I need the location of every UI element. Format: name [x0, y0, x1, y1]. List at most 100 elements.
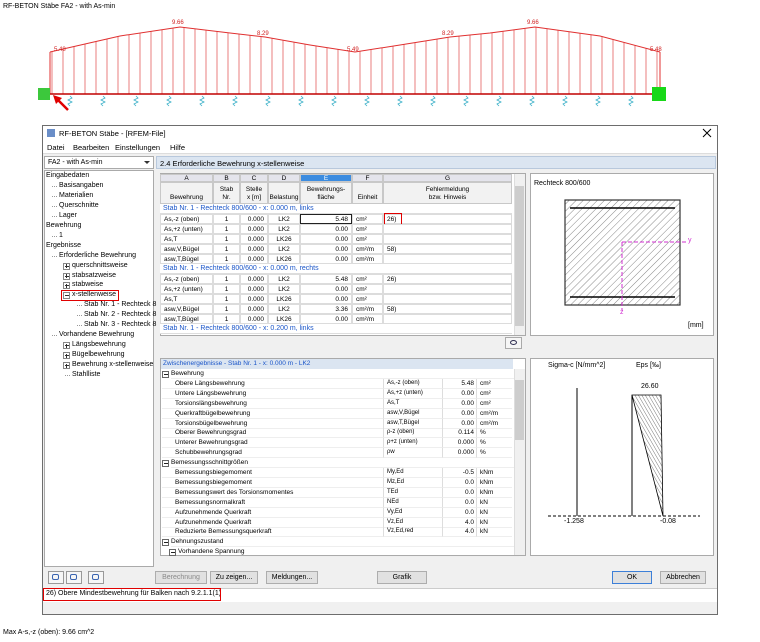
- tree-item[interactable]: Bewehrung x-stellenweise: [72, 361, 154, 369]
- menu-item[interactable]: Einstellungen: [115, 143, 161, 152]
- button[interactable]: Berechnung: [155, 571, 207, 584]
- detail-value: 4.0: [442, 527, 476, 538]
- detail-symbol: Vz,Ed,red: [383, 527, 442, 538]
- table-cell: As,+z (unten): [160, 284, 213, 294]
- detail-unit: %: [476, 428, 512, 439]
- menu-item[interactable]: Bearbeiten: [73, 143, 110, 152]
- value-label: -1.258: [564, 518, 584, 525]
- table-cell: 0.000: [240, 214, 268, 224]
- tree-item[interactable]: Basisangaben: [59, 181, 104, 189]
- table-cell: 0.000: [240, 244, 268, 254]
- button[interactable]: Grafik: [377, 571, 427, 584]
- tree-item[interactable]: Bügelbewehrung: [72, 351, 125, 359]
- detail-symbol: Vz,Ed: [383, 517, 442, 528]
- table-cell: 0.000: [240, 284, 268, 294]
- tree-item[interactable]: Querschnitte: [59, 201, 99, 209]
- tree-item[interactable]: Stab Nr. 3 - Rechteck 8: [84, 321, 157, 329]
- details-area: [160, 358, 526, 556]
- detail-section: Vorhandene Spannung: [178, 547, 519, 558]
- tree-item[interactable]: Ergebnisse: [46, 241, 82, 249]
- dialog-title: RF-BETON Stäbe - [RFEM-File]: [59, 129, 166, 138]
- table-cell: 0.00: [300, 234, 352, 244]
- column-header: Belastung: [268, 182, 300, 204]
- table-cell: cm²: [352, 214, 383, 224]
- group-row: Stab Nr. 1 - Rechteck 800/600 - x: 0.000…: [160, 204, 512, 214]
- table-cell: As,-z (oben): [160, 214, 213, 224]
- button[interactable]: Zu zeigen...: [210, 571, 258, 584]
- table-cell: 0.000: [240, 274, 268, 284]
- collapse-bar: [163, 374, 168, 375]
- tree-item[interactable]: Stab Nr. 2 - Rechteck 8: [84, 311, 157, 319]
- button[interactable]: Meldungen...: [266, 571, 318, 584]
- detail-value: 4.0: [442, 517, 476, 528]
- table-cell: asw,V,Bügel: [160, 304, 213, 314]
- detail-unit: %: [476, 448, 512, 459]
- tree-item[interactable]: Lager: [59, 211, 77, 219]
- table-cell: As,T: [160, 234, 213, 244]
- expander-bar: [66, 363, 67, 368]
- column-header: Stab Nr.: [213, 182, 240, 204]
- tree-item[interactable]: Erforderliche Bewehrung: [59, 251, 137, 259]
- table-cell: 5.48: [300, 214, 352, 224]
- detail-unit: cm²/m: [476, 408, 512, 419]
- column-header: Fehlermeldung bzw. Hinweis: [383, 182, 512, 204]
- header-line: x [m]: [246, 194, 262, 202]
- tree-item[interactable]: Stab Nr. 1 - Rechteck 8: [84, 301, 157, 309]
- tree-item[interactable]: Materialien: [59, 191, 94, 199]
- table-cell: 0.000: [240, 234, 268, 244]
- spring: [463, 95, 469, 107]
- table-cell: LK26: [268, 254, 300, 264]
- strain-diagram: [631, 394, 664, 517]
- detail-value: 5.48: [442, 378, 476, 389]
- close-button[interactable]: [700, 127, 714, 139]
- detail-symbol: As,+z (unten): [383, 388, 442, 399]
- beam-label: 9.66: [527, 20, 539, 26]
- case-select[interactable]: FA2 - with As-min: [44, 156, 154, 169]
- tree-item[interactable]: Stahlliste: [72, 371, 101, 378]
- outline: [49, 26, 661, 53]
- header-line: bzw. Hinweis: [428, 194, 467, 202]
- detail-label: Schubbewehrungsgrad: [162, 448, 383, 459]
- header-line: Belastung: [269, 194, 299, 202]
- header-line: fläche: [317, 194, 335, 202]
- tree-item[interactable]: stabsatzweise: [72, 271, 116, 279]
- expander-bar: [66, 264, 67, 269]
- tree-item[interactable]: Längsbewehrung: [72, 341, 126, 349]
- table-cell: 0.000: [240, 294, 268, 304]
- tree-item[interactable]: 1: [59, 231, 63, 239]
- arrow-head: [53, 95, 62, 104]
- table-cell: cm²: [352, 294, 383, 304]
- tree-item[interactable]: Bewehrung: [46, 221, 82, 229]
- spring: [100, 95, 106, 107]
- button[interactable]: Abbrechen: [660, 571, 706, 584]
- title-bar: [43, 126, 717, 141]
- detail-value: 0.0: [442, 477, 476, 488]
- collapse-bar: [163, 463, 168, 465]
- detail-unit: cm²: [476, 398, 512, 409]
- table-cell: 1: [213, 274, 240, 284]
- tree-item[interactable]: querschnittsweise: [72, 261, 128, 269]
- table-cell: 1: [213, 284, 240, 294]
- menu-item[interactable]: Hilfe: [170, 143, 186, 152]
- axis-label: z: [620, 309, 624, 316]
- detail-unit: kN: [476, 497, 512, 508]
- button[interactable]: OK: [612, 571, 652, 584]
- tree-line: [52, 205, 57, 207]
- table-cell: cm²: [352, 284, 383, 294]
- spring: [265, 95, 271, 107]
- tree-item[interactable]: Vorhandene Bewehrung: [59, 331, 135, 339]
- detail-value: 0.00: [442, 398, 476, 409]
- menu-item[interactable]: Datei: [47, 143, 65, 152]
- spring: [232, 95, 238, 107]
- tree-item[interactable]: stabweise: [72, 281, 104, 289]
- detail-symbol: As,-z (oben): [383, 378, 442, 389]
- tree-item[interactable]: x-stellenweise: [72, 291, 116, 299]
- tree-line: [52, 185, 57, 187]
- detail-symbol: TEd: [383, 487, 442, 498]
- spring: [67, 95, 73, 107]
- table-cell: 1: [213, 254, 240, 264]
- menu-bar: [43, 141, 717, 154]
- detail-section: Bewehrung: [171, 369, 519, 379]
- tree-item[interactable]: Eingabedaten: [46, 172, 90, 179]
